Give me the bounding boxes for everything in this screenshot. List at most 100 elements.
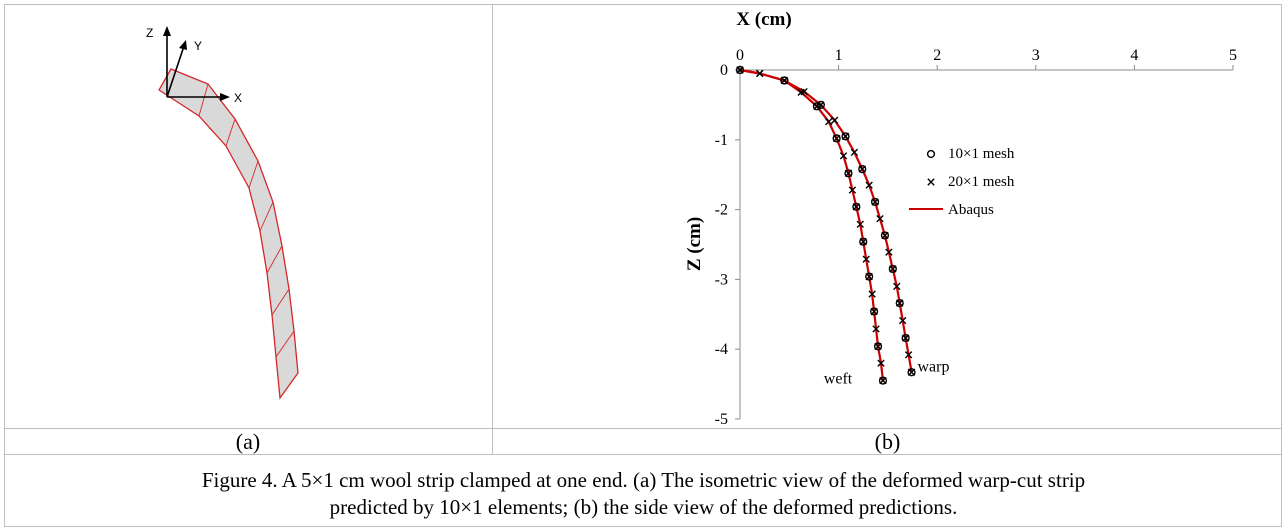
point-20x1-warp [830, 116, 839, 124]
caption-divider [4, 454, 1282, 455]
point-20x1-weft [862, 255, 870, 263]
point-20x1-warp [898, 316, 907, 325]
chart-series [735, 65, 916, 385]
coordinate-axes [163, 26, 230, 101]
point-10x1-weft [873, 342, 883, 351]
point-20x1-warp [841, 132, 850, 141]
point-20x1-weft [856, 220, 864, 228]
point-20x1-warp [907, 368, 916, 376]
point-20x1-warp [858, 165, 866, 173]
point-20x1-weft [879, 376, 887, 385]
point-10x1-warp [880, 231, 890, 240]
point-20x1-warp [904, 351, 913, 359]
point-20x1-weft [877, 359, 885, 367]
legend-marker-circle [926, 149, 936, 159]
point-20x1-weft [868, 290, 876, 298]
legend-label: 20×1 mesh [948, 174, 1015, 190]
y-axis-line [166, 45, 185, 98]
element-edge [225, 118, 236, 147]
point-10x1-warp [858, 165, 867, 174]
legend-label: 10×1 mesh [948, 146, 1015, 162]
chart-tick-labels: 0 1 2 3 4 5 0 -1 -2 -3 -4 -5 [715, 47, 1237, 428]
point-20x1-weft [874, 342, 882, 351]
point-10x1-warp [895, 299, 904, 308]
point-20x1-weft [848, 186, 857, 194]
annotation-warp: warp [917, 359, 949, 376]
y-axis-title: Z (cm) [684, 217, 705, 271]
panel-a-isometric-view: Z Y X [146, 26, 299, 400]
point-10x1-warp [907, 368, 916, 377]
element-edge [259, 201, 274, 232]
element-edge [275, 330, 295, 358]
point-20x1-warp [871, 198, 879, 206]
point-20x1-warp [817, 101, 825, 109]
x-axis-arrowhead [220, 93, 230, 101]
point-10x1-warp [901, 333, 910, 343]
point-20x1-weft [825, 117, 833, 126]
annotation-weft: weft [824, 371, 853, 388]
legend-label: Abaqus [948, 202, 994, 218]
x-tick-label: 3 [1032, 47, 1040, 64]
y-tick-label: -4 [715, 341, 728, 358]
point-20x1-warp [901, 334, 910, 342]
y-axis-arrowhead [179, 40, 187, 50]
chart-legend: 10×1 mesh 20×1 mesh Abaqus [909, 146, 1015, 218]
point-10x1-weft [865, 272, 874, 281]
point-10x1-warp [888, 264, 897, 274]
x-tick-label: 5 [1229, 47, 1237, 64]
y-tick-label: 0 [720, 62, 728, 79]
point-10x1-weft [735, 65, 745, 75]
point-20x1-weft [865, 272, 873, 281]
point-20x1-warp [865, 181, 873, 189]
x-tick-label: 2 [933, 47, 941, 64]
label-row-divider [4, 428, 1282, 429]
caption-line-1: Figure 4. A 5×1 cm wool strip clamped at… [201, 468, 1086, 492]
strip-surface [158, 68, 299, 400]
x-tick-label: 0 [736, 47, 744, 64]
point-20x1-weft [852, 203, 861, 211]
point-20x1-warp [889, 265, 897, 273]
legend-marker-x [927, 178, 935, 186]
point-20x1-warp [885, 248, 893, 256]
panel-b-label: (b) [874, 429, 901, 454]
z-axis-arrowhead [163, 26, 171, 36]
panel-divider [492, 4, 493, 454]
point-20x1-warp [896, 299, 904, 307]
panel-b-chart: X (cm) Z (cm) 0 1 2 3 4 5 0 -1 -2 -3 -4 -5 10×1 mes… [684, 9, 1237, 428]
abaqus-line-warp [739, 68, 913, 373]
point-20x1-weft [813, 102, 821, 110]
point-20x1-warp [881, 231, 889, 240]
figure-caption: Figure 4. A 5×1 cm wool strip clamped at… [14, 467, 1273, 521]
point-10x1-weft [832, 134, 841, 143]
panel-a-label: (a) [235, 429, 261, 454]
x-tick-label: 4 [1130, 47, 1138, 64]
x-tick-label: 1 [835, 47, 843, 64]
point-20x1-warp [780, 76, 789, 85]
chart-annotations: weft warp [824, 359, 950, 388]
element-edge [271, 288, 290, 316]
point-10x1-weft [852, 202, 861, 211]
point-10x1-weft [869, 307, 879, 316]
point-20x1-warp [736, 66, 744, 74]
y-tick-label: -5 [715, 411, 728, 428]
point-20x1-warp [850, 148, 859, 157]
y-tick-label: -3 [715, 271, 728, 288]
element-edge [198, 83, 209, 117]
element-edge [248, 160, 259, 189]
deformed-strip [158, 68, 299, 400]
y-axis-label: Y [194, 39, 202, 53]
x-axis-title: X (cm) [736, 9, 791, 30]
y-tick-label: -1 [715, 132, 728, 149]
point-10x1-weft [878, 376, 888, 385]
point-20x1-weft [832, 134, 841, 143]
z-axis-label: Z [146, 26, 153, 40]
y-tick-label: -2 [715, 202, 728, 219]
point-20x1-weft [872, 325, 880, 333]
point-10x1-warp [841, 132, 850, 141]
point-20x1-weft [859, 238, 867, 246]
point-20x1-weft [844, 169, 853, 177]
point-10x1-weft [844, 169, 853, 178]
element-edge [266, 245, 283, 274]
point-20x1-weft [870, 307, 878, 316]
point-10x1-warp [780, 76, 789, 85]
